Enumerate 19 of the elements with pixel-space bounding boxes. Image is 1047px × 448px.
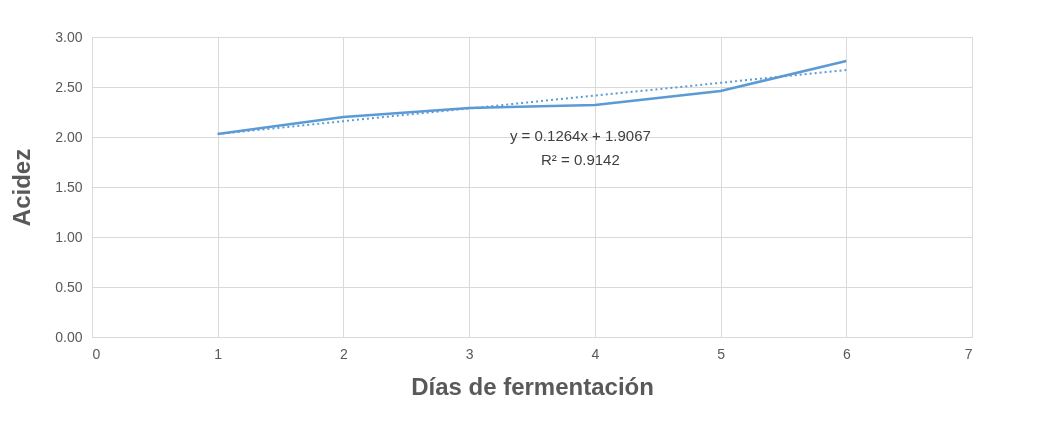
y-tick-label: 0.00 <box>55 328 83 345</box>
y-tick-label: 2.00 <box>55 128 83 145</box>
x-tick-label: 7 <box>964 345 973 362</box>
annotation: y = 0.1264x + 1.9067 <box>509 127 651 144</box>
x-tick-label: 0 <box>92 345 101 362</box>
y-tick-label: 0.50 <box>55 278 83 295</box>
x-tick-label: 5 <box>717 345 726 362</box>
x-tick-label: 1 <box>214 345 223 362</box>
x-tick-label: 3 <box>465 345 474 362</box>
x-axis-title: Días de fermentación <box>411 372 654 400</box>
y-tick-label: 1.00 <box>55 228 83 245</box>
x-tick-label: 4 <box>591 345 600 362</box>
y-tick-label: 2.50 <box>55 78 83 95</box>
y-axis-title: Acidez <box>8 148 36 227</box>
y-tick-label: 3.00 <box>55 28 83 45</box>
annotation: R² = 0.9142 <box>540 151 620 168</box>
x-tick-label: 6 <box>842 345 851 362</box>
x-tick-label: 2 <box>340 345 349 362</box>
y-tick-label: 1.50 <box>55 178 83 195</box>
